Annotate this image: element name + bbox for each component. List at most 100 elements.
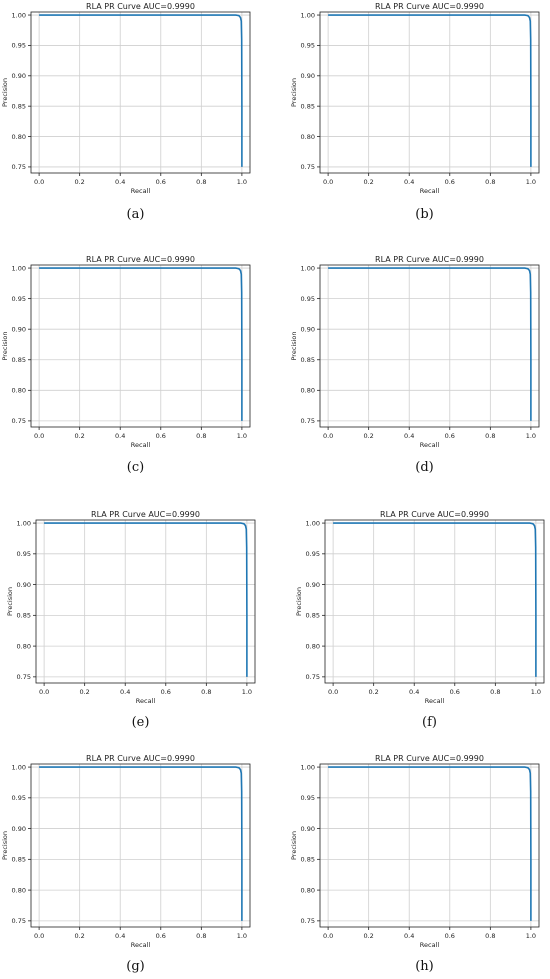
- x-tick-label: 1.0: [242, 688, 252, 696]
- y-axis-label: Precision: [1, 331, 9, 360]
- y-tick-label: 1.00: [17, 519, 31, 527]
- x-tick-label: 0.2: [363, 432, 373, 440]
- chart-title: RLA PR Curve AUC=0.9990: [86, 2, 195, 11]
- x-tick-label: 0.8: [490, 688, 500, 696]
- chart-title: RLA PR Curve AUC=0.9990: [375, 2, 484, 11]
- plot-frame: [30, 11, 251, 174]
- y-tick-label: 0.75: [12, 163, 26, 171]
- y-tick-label: 1.00: [301, 763, 315, 771]
- x-tick-label: 1.0: [531, 688, 541, 696]
- x-tick-label: 0.0: [39, 688, 49, 696]
- x-tick-label: 1.0: [237, 178, 247, 186]
- chart-title: RLA PR Curve AUC=0.9990: [86, 255, 195, 264]
- y-tick-label: 0.85: [12, 102, 26, 110]
- pr-chart-5: 0.0 0.2 0.4 0.6 0.8 1.0 0.75 0.80 0.85 0.90 0.95 1.…: [6, 510, 256, 730]
- y-tick-label: 0.80: [17, 642, 31, 650]
- y-tick-label: 0.80: [12, 886, 26, 894]
- pr-chart-8: 0.0 0.2 0.4 0.6 0.8 1.0 0.75 0.80 0.85 0.90 0.95 1.…: [290, 754, 540, 974]
- x-tick-label: 0.4: [404, 432, 414, 440]
- x-axis-label: Recall: [420, 941, 440, 949]
- x-tick-label: 0.8: [196, 432, 206, 440]
- x-axis-label: Recall: [131, 941, 151, 949]
- y-tick-label: 1.00: [301, 264, 315, 272]
- chart-title: RLA PR Curve AUC=0.9990: [86, 754, 195, 763]
- pr-curve-line: [333, 522, 537, 677]
- x-tick-label: 0.6: [156, 932, 166, 940]
- panel-caption: (g): [126, 959, 144, 974]
- x-tick-label: 0.2: [74, 932, 84, 940]
- y-tick-label: 0.95: [306, 550, 320, 558]
- panel-caption: (d): [415, 460, 433, 475]
- y-tick-label: 0.75: [301, 917, 315, 925]
- x-tick-label: 0.2: [79, 688, 89, 696]
- y-tick-label: 0.95: [12, 794, 26, 802]
- y-tick-label: 0.95: [17, 550, 31, 558]
- panel-caption: (e): [132, 715, 150, 730]
- x-tick-label: 0.0: [323, 432, 333, 440]
- y-tick-label: 0.80: [301, 387, 315, 395]
- x-tick-label: 0.2: [368, 688, 378, 696]
- x-tick-label: 0.8: [485, 932, 495, 940]
- x-tick-label: 1.0: [237, 932, 247, 940]
- x-tick-label: 0.2: [363, 178, 373, 186]
- x-tick-label: 0.0: [323, 178, 333, 186]
- pr-chart-4: 0.0 0.2 0.4 0.6 0.8 1.0 0.75 0.80 0.85 0.90 0.95 1.…: [290, 255, 540, 475]
- pr-curve-line: [328, 267, 532, 421]
- x-tick-label: 0.2: [74, 178, 84, 186]
- pr-curve-line: [39, 14, 243, 167]
- x-tick-label: 0.6: [445, 432, 455, 440]
- pr-chart-1: 0.0 0.2 0.4 0.6 0.8 1.0 0.75 0.80 0.85 0.90 0.95 1.…: [1, 2, 251, 222]
- x-tick-label: 0.0: [34, 178, 44, 186]
- y-tick-label: 0.80: [301, 886, 315, 894]
- x-tick-label: 0.0: [34, 432, 44, 440]
- y-tick-label: 0.80: [306, 642, 320, 650]
- y-axis-label: Precision: [290, 831, 298, 860]
- plot-frame: [30, 264, 251, 428]
- y-tick-label: 0.85: [301, 356, 315, 364]
- x-axis-label: Recall: [136, 697, 156, 705]
- y-tick-label: 1.00: [12, 763, 26, 771]
- y-tick-label: 0.75: [301, 163, 315, 171]
- plot-frame: [319, 11, 540, 174]
- y-tick-label: 0.95: [301, 295, 315, 303]
- y-tick-label: 0.90: [12, 825, 26, 833]
- y-tick-label: 0.90: [301, 825, 315, 833]
- y-tick-label: 0.95: [12, 295, 26, 303]
- x-tick-label: 0.6: [156, 178, 166, 186]
- x-tick-label: 1.0: [237, 432, 247, 440]
- y-tick-label: 1.00: [301, 11, 315, 19]
- x-tick-label: 0.0: [34, 932, 44, 940]
- x-tick-label: 0.8: [196, 178, 206, 186]
- y-tick-label: 1.00: [12, 11, 26, 19]
- x-tick-label: 0.2: [74, 432, 84, 440]
- x-tick-label: 0.6: [161, 688, 171, 696]
- x-axis-label: Recall: [425, 697, 445, 705]
- y-tick-label: 0.95: [12, 42, 26, 50]
- x-tick-label: 0.4: [115, 178, 125, 186]
- x-tick-label: 0.8: [485, 432, 495, 440]
- pr-chart-7: 0.0 0.2 0.4 0.6 0.8 1.0 0.75 0.80 0.85 0.90 0.95 1.…: [1, 754, 251, 974]
- x-tick-label: 0.8: [196, 932, 206, 940]
- y-tick-label: 0.85: [17, 612, 31, 620]
- pr-chart-3: 0.0 0.2 0.4 0.6 0.8 1.0 0.75 0.80 0.85 0.90 0.95 1.…: [1, 255, 251, 475]
- x-axis-label: Recall: [420, 441, 440, 449]
- y-tick-label: 0.75: [301, 417, 315, 425]
- y-tick-label: 0.90: [306, 581, 320, 589]
- y-axis-label: Precision: [295, 587, 303, 616]
- y-tick-label: 0.90: [12, 325, 26, 333]
- y-axis-label: Precision: [6, 587, 14, 616]
- y-tick-label: 0.90: [17, 581, 31, 589]
- x-tick-label: 0.6: [156, 432, 166, 440]
- x-tick-label: 1.0: [526, 432, 536, 440]
- y-tick-label: 0.95: [301, 42, 315, 50]
- pr-curve-line: [39, 766, 243, 921]
- plot-frame: [319, 264, 540, 428]
- plot-frame: [324, 519, 545, 684]
- pr-curve-line: [328, 766, 532, 921]
- x-axis-label: Recall: [131, 441, 151, 449]
- pr-chart-2: 0.0 0.2 0.4 0.6 0.8 1.0 0.75 0.80 0.85 0.90 0.95 1.…: [290, 2, 540, 222]
- y-tick-label: 0.90: [301, 325, 315, 333]
- y-tick-label: 0.90: [12, 72, 26, 80]
- x-tick-label: 0.4: [404, 178, 414, 186]
